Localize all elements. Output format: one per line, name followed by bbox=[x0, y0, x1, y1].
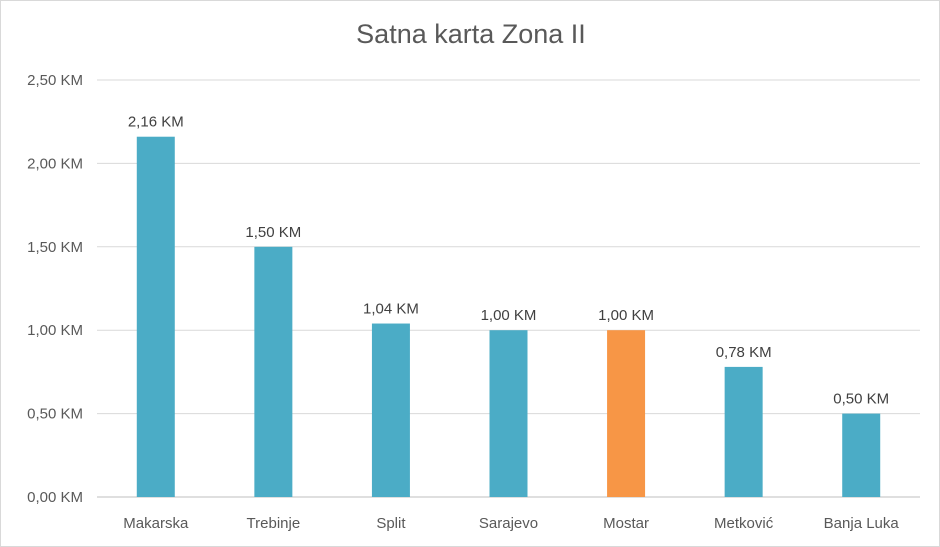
y-tick-label: 1,50 KM bbox=[27, 239, 83, 256]
bar bbox=[489, 330, 528, 497]
y-tick-label: 2,50 KM bbox=[27, 72, 83, 89]
y-tick-label: 2,00 KM bbox=[27, 155, 83, 172]
bar bbox=[724, 366, 763, 497]
bars bbox=[136, 136, 881, 497]
data-label: 0,50 KM bbox=[833, 391, 889, 408]
data-label: 1,50 KM bbox=[245, 224, 301, 241]
bar bbox=[842, 413, 881, 497]
category-label: Trebinje bbox=[247, 515, 301, 532]
data-label: 1,00 KM bbox=[598, 307, 654, 324]
category-label: Mostar bbox=[603, 515, 649, 532]
category-labels: Makarska Trebinje Split Sarajevo Mostar Metko… bbox=[123, 515, 899, 532]
category-label: Metković bbox=[714, 515, 774, 532]
data-labels: 2,16 KM 1,50 KM 1,04 KM 1,00 KM 1,00 KM 0,78 … bbox=[128, 114, 889, 408]
category-label: Banja Luka bbox=[824, 515, 900, 532]
category-label: Split bbox=[376, 515, 406, 532]
bar bbox=[607, 330, 646, 497]
chart-title: Satna karta Zona II bbox=[356, 19, 586, 49]
y-axis-tick-labels: 0,00 KM 0,50 KM 1,00 KM 1,50 KM 2,00 KM 2,50 … bbox=[27, 72, 83, 506]
y-tick-label: 1,00 KM bbox=[27, 322, 83, 339]
data-label: 0,78 KM bbox=[716, 344, 772, 361]
data-label: 2,16 KM bbox=[128, 114, 184, 131]
data-label: 1,00 KM bbox=[481, 307, 537, 324]
bar bbox=[136, 136, 175, 497]
y-tick-label: 0,50 KM bbox=[27, 406, 83, 423]
y-tick-label: 0,00 KM bbox=[27, 489, 83, 506]
category-label: Sarajevo bbox=[479, 515, 538, 532]
data-label: 1,04 KM bbox=[363, 301, 419, 318]
bar bbox=[371, 323, 410, 497]
bar bbox=[254, 246, 293, 497]
category-label: Makarska bbox=[123, 515, 189, 532]
